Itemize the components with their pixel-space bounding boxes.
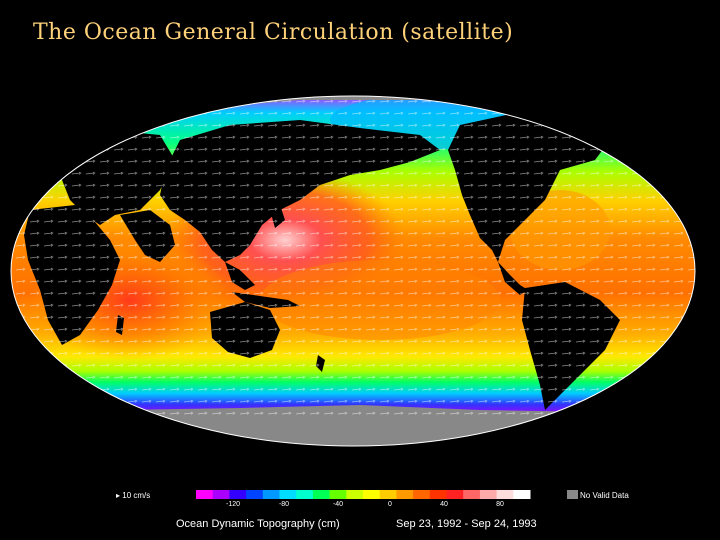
color-scale-swatch (229, 490, 247, 499)
tick-label: -40 (332, 501, 344, 508)
tick-label: 80 (496, 501, 504, 508)
color-scale-swatch (496, 490, 514, 499)
color-scale-swatch (312, 490, 331, 499)
tick-label: -120 (225, 501, 241, 508)
color-scale-swatch (196, 490, 214, 499)
no-data-label: No Valid Data (580, 491, 629, 500)
tick-label: 0 (388, 501, 392, 508)
color-scale-swatch (396, 490, 414, 499)
slide-title: The Ocean General Circulation (satellite… (33, 20, 514, 45)
color-scale-swatch (262, 490, 280, 499)
color-scale-swatch (279, 490, 297, 499)
color-scale-swatch (246, 490, 264, 499)
color-scale-swatch (296, 490, 314, 499)
velocity-vectors (11, 96, 695, 420)
color-scale-swatch (479, 490, 498, 499)
globe-outline (10, 95, 696, 447)
color-scale-swatch (413, 490, 431, 499)
velocity-scale-label: ▸ 10 cm/s (116, 491, 151, 500)
color-scale-swatch (212, 490, 230, 499)
color-scale-swatch (329, 490, 347, 499)
greenland (560, 100, 640, 140)
tick-label: -80 (278, 501, 290, 508)
color-scale-swatch (429, 490, 447, 499)
color-scale-swatch (463, 490, 481, 499)
color-scale-bar (196, 490, 531, 499)
color-scale-swatch (446, 490, 464, 499)
color-scale-swatch (363, 490, 381, 499)
color-scale-swatch (513, 490, 531, 499)
quantity-caption: Ocean Dynamic Topography (cm) (176, 518, 340, 530)
color-scale-swatch (346, 490, 364, 499)
no-data-swatch (567, 490, 578, 499)
date-range-caption: Sep 23, 1992 - Sep 24, 1993 (396, 518, 537, 530)
color-scale-swatch (379, 490, 397, 499)
tick-label: 40 (440, 501, 448, 508)
